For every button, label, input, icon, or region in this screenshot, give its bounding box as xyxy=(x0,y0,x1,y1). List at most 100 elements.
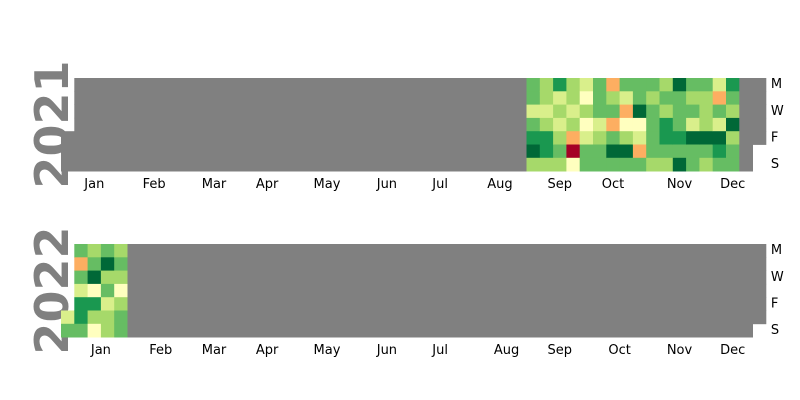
day-cell xyxy=(460,117,474,132)
day-cell xyxy=(87,131,102,145)
day-cell xyxy=(287,297,301,311)
day-cell xyxy=(739,91,753,105)
day-cell xyxy=(579,297,594,311)
day-cell xyxy=(686,131,700,145)
day-cell xyxy=(313,157,328,172)
day-cell xyxy=(353,297,368,311)
month-label: Dec xyxy=(720,343,745,358)
day-cell xyxy=(659,283,674,298)
day-cell xyxy=(739,257,753,271)
day-cell xyxy=(473,104,487,119)
day-cell xyxy=(327,257,341,271)
day-cell xyxy=(154,310,168,325)
day-cell xyxy=(672,131,687,145)
day-cell xyxy=(699,244,714,258)
day-cell xyxy=(499,310,514,325)
day-cell xyxy=(207,310,221,325)
day-cell xyxy=(327,270,341,285)
day-cell xyxy=(553,144,567,159)
day-cell xyxy=(539,104,554,119)
day-cell xyxy=(619,323,634,338)
month-label: Aug xyxy=(494,343,519,358)
day-cell xyxy=(180,78,195,92)
day-cell xyxy=(752,257,767,271)
day-cell xyxy=(752,283,767,298)
day-cell xyxy=(114,131,128,145)
day-cell xyxy=(100,257,115,271)
day-cell xyxy=(593,310,607,325)
day-cell xyxy=(140,131,155,145)
day-cell xyxy=(726,297,740,311)
day-cell xyxy=(380,257,394,271)
day-cell xyxy=(340,131,354,145)
day-cell xyxy=(752,131,767,145)
day-cell xyxy=(353,117,368,132)
month-label: Nov xyxy=(667,177,693,192)
day-cell xyxy=(194,297,208,311)
day-cell xyxy=(366,117,381,132)
day-cell xyxy=(127,310,142,325)
day-cell xyxy=(752,78,767,92)
day-cell xyxy=(194,244,208,258)
day-cell xyxy=(140,283,155,298)
day-cell xyxy=(247,310,261,325)
day-cell xyxy=(526,244,541,258)
day-cell xyxy=(273,91,288,105)
day-cell xyxy=(100,310,115,325)
day-cell xyxy=(260,244,275,258)
day-cell xyxy=(486,117,501,132)
day-cell xyxy=(327,244,341,258)
day-cell xyxy=(460,91,474,105)
day-cell xyxy=(220,117,235,132)
day-cell xyxy=(446,323,461,338)
day-cell xyxy=(393,323,408,338)
day-cell xyxy=(646,257,660,271)
day-cell xyxy=(446,283,461,298)
day-cell xyxy=(287,117,301,132)
day-cell xyxy=(686,323,700,338)
day-cell xyxy=(393,244,408,258)
month-label: Jan xyxy=(90,343,111,358)
day-cell xyxy=(127,157,142,172)
day-cell xyxy=(207,297,221,311)
day-cell xyxy=(739,310,753,325)
day-cell xyxy=(233,283,248,298)
day-cell xyxy=(180,104,195,119)
day-cell xyxy=(446,131,461,145)
weekday-label: W xyxy=(771,104,784,119)
day-cell xyxy=(233,144,248,159)
day-cell xyxy=(739,323,753,338)
day-cell xyxy=(74,78,88,92)
day-cell xyxy=(127,144,142,159)
day-cell xyxy=(712,78,727,92)
day-cell xyxy=(273,144,288,159)
day-cell xyxy=(393,270,408,285)
day-cell xyxy=(686,257,700,271)
day-cell xyxy=(499,323,514,338)
day-cell xyxy=(273,283,288,298)
day-cell xyxy=(154,283,168,298)
day-cell xyxy=(553,131,567,145)
day-cell xyxy=(619,144,634,159)
day-cell xyxy=(233,323,248,338)
day-cell xyxy=(433,257,448,271)
day-cell xyxy=(154,257,168,271)
day-cell xyxy=(632,283,647,298)
day-cell xyxy=(672,117,687,132)
day-cell xyxy=(446,117,461,132)
day-cell xyxy=(207,270,221,285)
day-cell xyxy=(140,104,155,119)
day-cell xyxy=(114,244,128,258)
day-cell xyxy=(393,297,408,311)
day-cell xyxy=(194,157,208,172)
day-cell xyxy=(526,323,541,338)
day-cell xyxy=(140,297,155,311)
day-cell xyxy=(327,78,341,92)
day-cell xyxy=(233,270,248,285)
day-cell xyxy=(420,91,434,105)
day-cell xyxy=(486,283,501,298)
day-cell xyxy=(366,244,381,258)
day-cell xyxy=(61,323,75,338)
day-cell xyxy=(539,323,554,338)
day-cell xyxy=(433,78,448,92)
